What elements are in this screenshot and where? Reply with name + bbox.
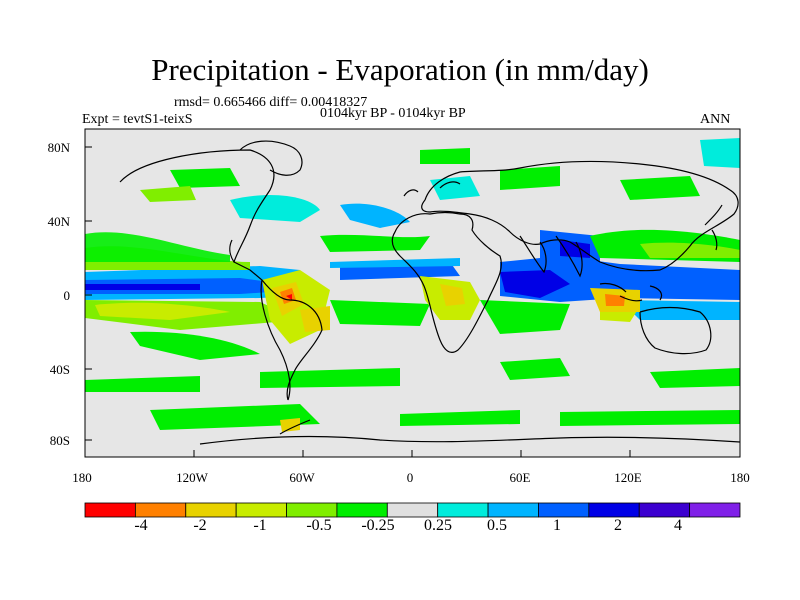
- colorbar: [84, 502, 741, 518]
- colorbar-label: -4: [134, 517, 148, 534]
- colorbar-label: -1: [253, 517, 267, 534]
- colorbar-swatch: [437, 502, 489, 518]
- plot-title: Precipitation - Evaporation (in mm/day): [151, 52, 649, 87]
- lon-label-120w: 120W: [176, 470, 208, 485]
- lon-label-0: 0: [406, 470, 414, 485]
- stats-line: rmsd= 0.665466 diff= 0.00418327: [174, 95, 368, 110]
- lat-label-80n: 80N: [47, 140, 70, 155]
- colorbar-swatch: [84, 502, 136, 518]
- coastlines: [119, 140, 740, 445]
- axis-ticks: [84, 146, 741, 457]
- land-anomalies: [262, 270, 640, 344]
- lat-label-0: 0: [63, 288, 71, 303]
- colorbar-label: 2: [614, 517, 622, 534]
- colorbar-label: 0.5: [487, 517, 507, 534]
- colorbar-swatch: [538, 502, 590, 518]
- season-label: ANN: [700, 112, 731, 127]
- colorbar-swatch: [134, 502, 187, 518]
- colorbar-swatch: [185, 502, 237, 518]
- period-line: 0104kyr BP - 0104kyr BP: [320, 106, 466, 121]
- colorbar-label: -2: [193, 517, 207, 534]
- colorbar-swatch: [286, 502, 338, 518]
- colorbar-swatch: [235, 502, 287, 518]
- lon-label-120e: 120E: [614, 470, 642, 485]
- lat-label-40n: 40N: [47, 214, 70, 229]
- colorbar-label: -0.25: [361, 517, 395, 534]
- colorbar-swatch: [386, 502, 439, 518]
- lat-label-40s: 40S: [49, 362, 70, 377]
- tropical-bands: [85, 229, 740, 360]
- lon-label-60e: 60E: [509, 470, 531, 485]
- colorbar-swatch: [487, 502, 539, 518]
- lon-label-180e: 180: [730, 470, 750, 485]
- experiment-label: Expt = tevtS1-teixS: [82, 112, 193, 127]
- colorbar-swatch: [588, 502, 640, 518]
- colorbar-label: 4: [674, 517, 682, 534]
- lat-label-80s: 80S: [49, 433, 70, 448]
- colorbar-label: 1: [553, 517, 561, 534]
- colorbar-swatch: [638, 502, 691, 518]
- colorbar-swatch: [689, 502, 741, 518]
- colorbar-swatch: [336, 502, 388, 518]
- lon-label-180w: 180: [72, 470, 92, 485]
- map-panel: [85, 129, 740, 457]
- midlat-anomalies: [85, 138, 740, 432]
- colorbar-label: 0.25: [424, 517, 452, 534]
- lon-label-60w: 60W: [289, 470, 315, 485]
- colorbar-label: -0.5: [306, 517, 332, 534]
